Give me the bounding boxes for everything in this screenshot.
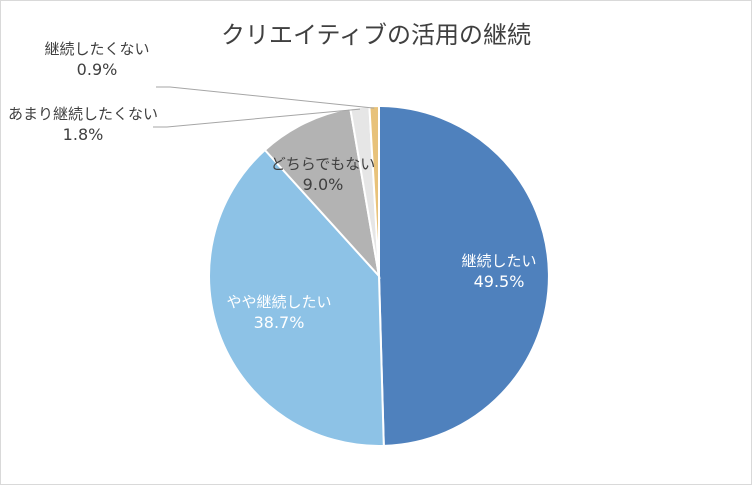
data-label-5: 継続したくない 0.9% <box>44 40 149 79</box>
pie-slice-1 <box>378 104 550 447</box>
slice-value-1: 49.5% <box>474 272 525 291</box>
data-label-1: 継続したい 49.5% <box>461 252 536 291</box>
data-label-2: やや継続したい 38.7% <box>226 293 331 332</box>
pie-slice-2 <box>208 148 385 447</box>
slice-label-4: あまり継続したくない <box>8 105 158 123</box>
slice-label-1: 継続したい <box>461 252 536 270</box>
slice-label-5: 継続したくない <box>44 40 149 58</box>
data-label-4: あまり継続したくない 1.8% <box>8 105 158 144</box>
slice-value-5: 0.9% <box>77 60 118 79</box>
chart-title: クリエイティブの活用の継続 <box>220 21 532 49</box>
pie-slice-5 <box>368 104 380 277</box>
pie-slice-3 <box>263 107 381 280</box>
leader-line-5 <box>156 86 375 109</box>
leader-line-4 <box>153 108 361 128</box>
slice-value-3: 9.0% <box>303 175 344 194</box>
slice-value-2: 38.7% <box>254 313 305 332</box>
slice-label-3: どちらでもない <box>271 155 376 173</box>
data-label-3: どちらでもない 9.0% <box>271 155 376 194</box>
slice-value-4: 1.8% <box>63 125 104 144</box>
slice-label-2: やや継続したい <box>226 293 331 311</box>
